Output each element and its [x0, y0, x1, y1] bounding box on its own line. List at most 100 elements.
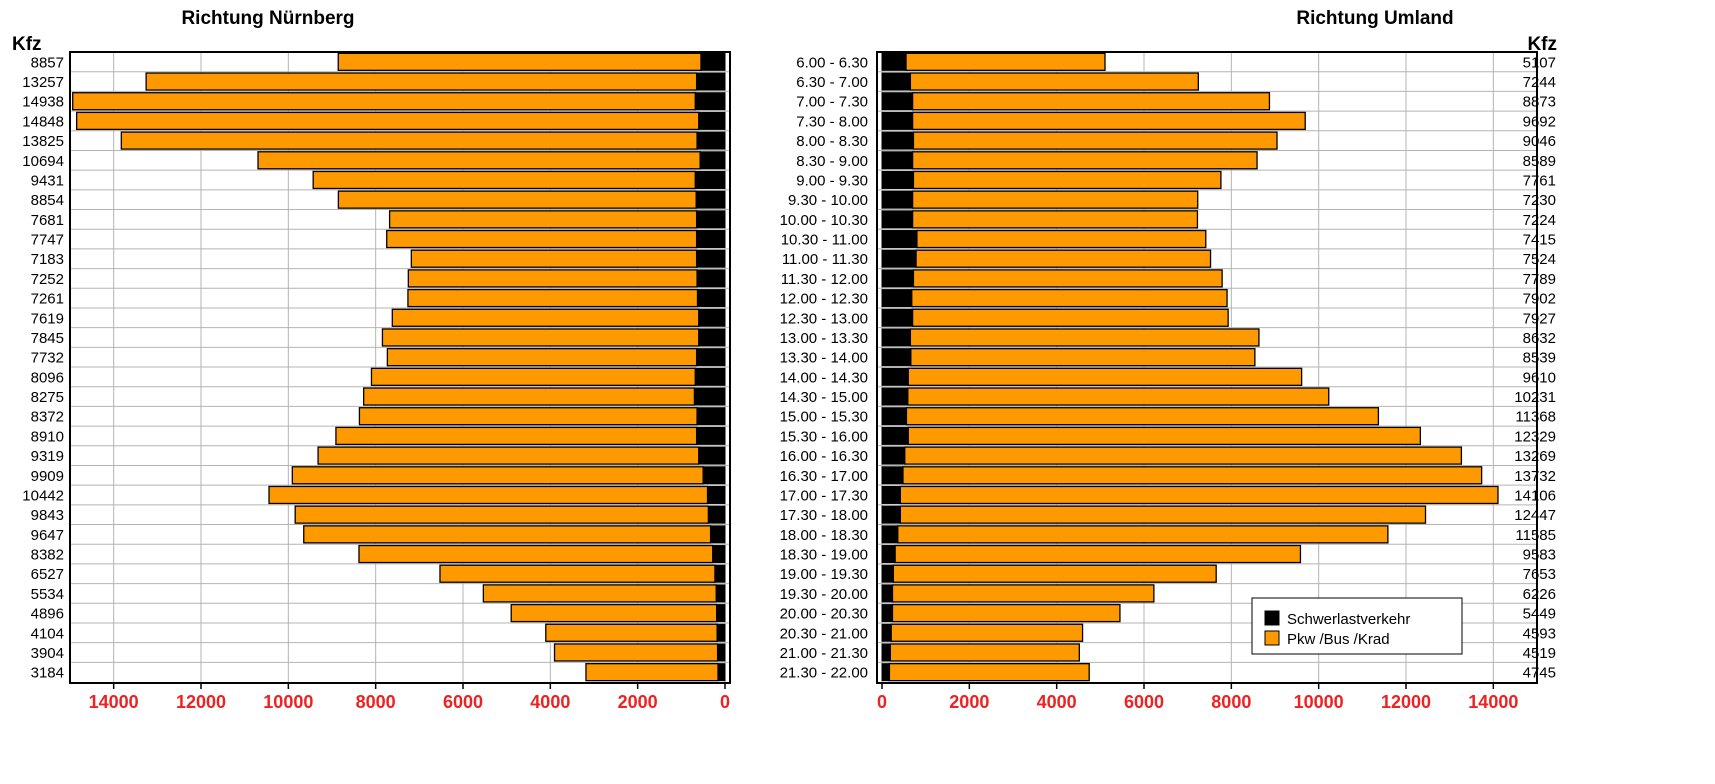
- bar-pkw: [891, 603, 1121, 623]
- bar-pkw: [407, 269, 698, 288]
- time-interval-label: 8.30 - 9.00: [796, 153, 868, 170]
- total-count-label: 9583: [1523, 547, 1556, 564]
- x-tick-label: 14000: [89, 692, 139, 712]
- total-count-label: 9909: [31, 468, 64, 485]
- bar-pkw: [894, 544, 1302, 564]
- total-count-label: 3184: [31, 665, 64, 682]
- bar-schwerlast: [715, 584, 726, 603]
- bar-pkw: [303, 525, 712, 544]
- x-tick-label: 2000: [618, 692, 658, 712]
- total-count-label: 14848: [22, 113, 64, 130]
- total-count-label: 11368: [1515, 409, 1556, 426]
- bar-schwerlast: [881, 564, 894, 583]
- bar-schwerlast: [700, 52, 726, 71]
- bar-pkw: [145, 72, 698, 91]
- total-count-label: 7732: [31, 350, 64, 367]
- time-interval-label: 15.00 - 15.30: [780, 409, 868, 426]
- bar-schwerlast: [717, 663, 726, 682]
- total-count-label: 12447: [1514, 507, 1556, 524]
- bar-pkw: [911, 92, 1271, 111]
- bar-pkw: [381, 328, 700, 347]
- bar-schwerlast: [696, 72, 726, 91]
- total-count-label: 7681: [31, 212, 64, 229]
- total-count-label: 8854: [31, 192, 64, 209]
- bar-pkw: [337, 52, 702, 71]
- time-interval-label: 16.30 - 17.00: [780, 468, 868, 485]
- time-interval-label: 12.00 - 12.30: [780, 291, 868, 308]
- bar-pkw: [909, 72, 1199, 91]
- bar-schwerlast: [714, 564, 726, 583]
- x-tick-label: 0: [720, 692, 730, 712]
- total-count-label: 8372: [31, 409, 64, 426]
- legend-label-schwerlast: Schwerlastverkehr: [1287, 611, 1410, 628]
- time-interval-label: 9.30 - 10.00: [788, 192, 868, 209]
- total-count-label: 7252: [31, 271, 64, 288]
- bar-pkw: [317, 446, 700, 465]
- bar-schwerlast: [717, 643, 726, 662]
- time-interval-label: 14.00 - 14.30: [780, 369, 868, 386]
- bar-schwerlast: [693, 387, 726, 406]
- bar-schwerlast: [881, 170, 914, 189]
- right-chart-panel: 0 2000 4000 6000 8000 10000 12000 14000 5107 6.00…: [780, 51, 1556, 712]
- bar-schwerlast: [696, 230, 726, 249]
- bar-schwerlast: [881, 545, 896, 564]
- time-interval-label: 18.00 - 18.30: [780, 527, 868, 544]
- left-chart-panel: 14000 12000 10000 8000 6000 4000 2000 0 8857 1325…: [22, 51, 731, 712]
- bar-pkw: [889, 643, 1080, 662]
- bar-schwerlast: [702, 466, 726, 485]
- bar-pkw: [120, 131, 698, 150]
- bar-pkw: [899, 485, 1499, 505]
- bar-schwerlast: [694, 92, 726, 111]
- bar-pkw: [891, 584, 1155, 603]
- bar-schwerlast: [707, 505, 726, 524]
- total-count-label: 8589: [1523, 153, 1556, 170]
- bar-schwerlast: [696, 407, 726, 426]
- time-interval-label: 21.00 - 21.30: [780, 645, 868, 662]
- bar-pkw: [510, 603, 718, 623]
- total-count-label: 9692: [1523, 113, 1556, 130]
- time-interval-label: 14.30 - 15.00: [780, 389, 868, 406]
- bar-pkw: [911, 111, 1306, 131]
- bar-schwerlast: [881, 604, 893, 623]
- total-count-label: 6527: [31, 566, 64, 583]
- total-count-label: 8382: [31, 547, 64, 564]
- bar-pkw: [294, 505, 710, 524]
- bar-schwerlast: [881, 151, 914, 170]
- time-interval-label: 21.30 - 22.00: [780, 665, 868, 682]
- total-count-label: 8539: [1523, 350, 1556, 367]
- total-count-label: 13732: [1514, 468, 1556, 485]
- total-count-label: 14106: [1514, 487, 1556, 504]
- total-count-label: 13269: [1514, 448, 1556, 465]
- bar-schwerlast: [881, 643, 891, 662]
- bar-pkw: [335, 426, 698, 446]
- x-tick-label: 12000: [1381, 692, 1431, 712]
- total-count-label: 10442: [22, 487, 64, 504]
- total-count-label: 4745: [1523, 665, 1556, 682]
- time-interval-label: 19.30 - 20.00: [780, 586, 868, 603]
- total-count-label: 7902: [1523, 291, 1556, 308]
- total-count-label: 7845: [31, 330, 64, 347]
- time-interval-label: 20.30 - 21.00: [780, 625, 868, 642]
- time-interval-label: 17.30 - 18.00: [780, 507, 868, 524]
- bar-pkw: [897, 525, 1389, 544]
- bar-pkw: [358, 407, 698, 426]
- x-tick-label: 0: [877, 692, 887, 712]
- time-interval-label: 7.30 - 8.00: [796, 113, 868, 130]
- bar-pkw: [585, 663, 719, 682]
- x-tick-label: 8000: [1211, 692, 1251, 712]
- bar-schwerlast: [881, 210, 914, 229]
- bar-pkw: [257, 151, 701, 170]
- bar-pkw: [904, 446, 1463, 465]
- x-tick-label: 2000: [949, 692, 989, 712]
- bar-schwerlast: [881, 446, 906, 465]
- total-count-label: 10231: [1514, 389, 1556, 406]
- legend: Schwerlastverkehr Pkw /Bus /Krad: [1251, 597, 1463, 655]
- total-count-label: 8857: [31, 54, 64, 71]
- bar-pkw: [912, 131, 1278, 150]
- time-interval-label: 20.00 - 20.30: [780, 606, 868, 623]
- bar-pkw: [905, 407, 1380, 426]
- bar-pkw: [312, 170, 696, 190]
- bar-schwerlast: [698, 446, 726, 465]
- total-count-label: 7224: [1523, 212, 1556, 229]
- total-count-label: 7261: [31, 291, 64, 308]
